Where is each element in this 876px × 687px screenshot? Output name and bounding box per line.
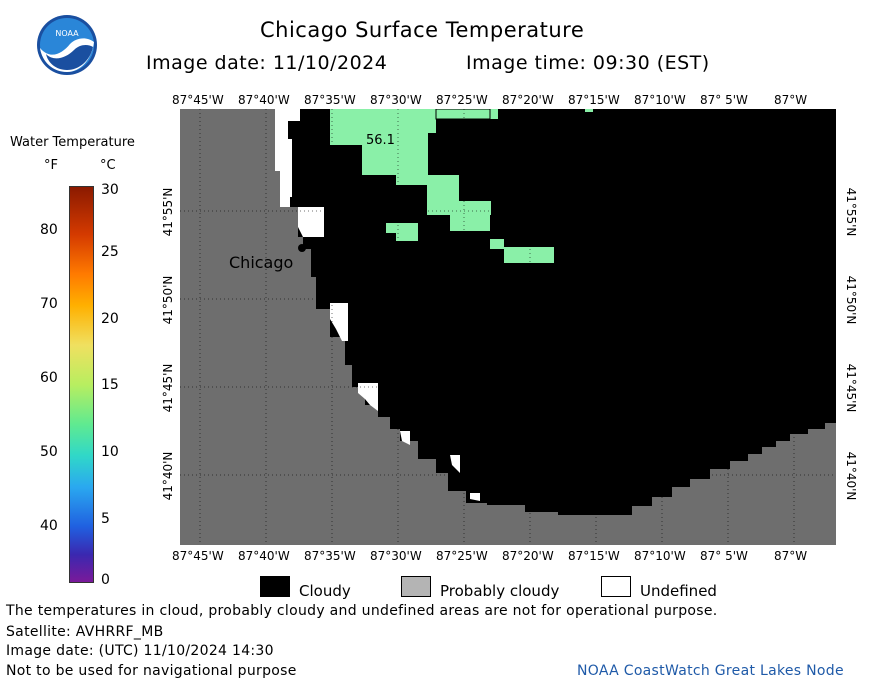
footer-nav-warning: Not to be used for navigational purpose [6, 663, 297, 679]
image-date: Image date: 11/10/2024 [146, 52, 388, 74]
legend-label-probably-cloudy: Probably cloudy [440, 582, 560, 600]
legend-label-undefined: Undefined [640, 582, 717, 600]
unit-c: °C [100, 158, 116, 173]
legend-swatch-undefined [601, 576, 631, 597]
chicago-marker [298, 244, 306, 252]
legend-label-cloudy: Cloudy [299, 582, 351, 600]
water-temp-pixels [330, 109, 593, 263]
graticule [180, 109, 836, 545]
noaa-logo: NOAA [36, 14, 98, 76]
legend-swatch-probably-cloudy [401, 576, 431, 597]
temperature-map [180, 109, 836, 545]
undefined-area-6 [450, 455, 460, 473]
footer-satellite: Satellite: AVHRRF_MB [6, 624, 164, 640]
undefined-area-7 [470, 493, 480, 501]
undefined-area-2 [292, 207, 324, 237]
footer-note: The temperatures in cloud, probably clou… [6, 603, 718, 619]
city-label-chicago: Chicago [229, 253, 294, 272]
colorbar [69, 186, 94, 583]
temp-value-label: 56.1 [366, 133, 395, 148]
undefined-area-5 [400, 431, 410, 445]
undefined-area-4 [358, 383, 378, 411]
undefined-area-3 [330, 303, 348, 341]
legend-swatch-cloudy [260, 576, 290, 597]
colorbar-title: Water Temperature [10, 135, 135, 150]
unit-f: °F [44, 158, 58, 173]
map-title: Chicago Surface Temperature [260, 18, 585, 42]
footer-utc-date: Image date: (UTC) 11/10/2024 14:30 [6, 643, 274, 659]
land-area [180, 109, 836, 545]
undefined-area [275, 109, 300, 207]
svg-text:NOAA: NOAA [55, 29, 79, 38]
image-time: Image time: 09:30 (EST) [466, 52, 710, 74]
footer-credit: NOAA CoastWatch Great Lakes Node [577, 663, 844, 679]
